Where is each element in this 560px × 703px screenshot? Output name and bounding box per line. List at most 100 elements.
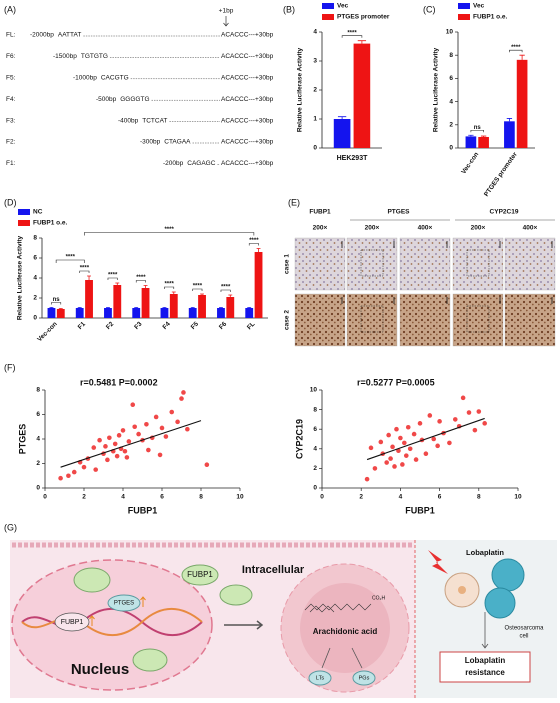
bar — [104, 308, 112, 318]
cell-core — [300, 583, 390, 673]
error-bar — [77, 307, 82, 308]
point — [398, 435, 403, 441]
y-tick-label: 4 — [36, 436, 40, 443]
bar — [56, 309, 65, 318]
magnification: 200× — [313, 225, 328, 232]
y-tick-label: 8 — [36, 387, 40, 394]
bar — [516, 59, 528, 149]
y-tick-label: 0 — [33, 315, 37, 322]
sig-bracket — [55, 259, 85, 263]
point — [126, 439, 132, 444]
up-arrow — [140, 596, 146, 607]
point — [435, 443, 440, 449]
point — [132, 424, 137, 430]
zoom-box — [360, 249, 384, 277]
error-bar — [519, 54, 525, 60]
error-bar — [219, 307, 223, 308]
sig-label: **** — [193, 284, 203, 290]
point — [124, 455, 130, 460]
arrow — [321, 647, 363, 669]
histology-image — [504, 293, 556, 347]
point — [400, 462, 405, 467]
point — [159, 425, 165, 431]
label: cell — [519, 634, 528, 640]
fragment-seq: CAGAGC — [187, 160, 215, 167]
error-bar — [143, 285, 148, 288]
platinum — [458, 586, 466, 594]
y-axis-label: Relative Luciferase Activity — [297, 47, 304, 132]
panel-label: (E) — [288, 197, 300, 207]
bar — [504, 121, 515, 148]
error-bar — [357, 40, 367, 44]
y-tick-label: 6 — [313, 426, 317, 433]
fubp1-bound — [54, 612, 90, 632]
x-tick-label: F2 — [105, 320, 116, 331]
label: LTs — [316, 675, 324, 681]
fragment-seq: AATTAT — [58, 32, 82, 39]
x-tick-label: 0 — [320, 494, 324, 501]
point — [364, 476, 370, 482]
point — [437, 419, 442, 424]
y-tick-label: 6 — [36, 411, 40, 418]
organelle — [219, 584, 253, 606]
fit-line — [60, 420, 202, 468]
point — [153, 414, 159, 420]
bar — [217, 308, 225, 318]
bar — [113, 285, 122, 318]
y-tick-label: 2 — [36, 460, 40, 467]
error-bar — [337, 116, 347, 119]
sig-label: **** — [164, 282, 174, 288]
fragment-start: -500bp — [96, 96, 117, 103]
sig-bracket — [135, 280, 146, 283]
magnification: 200× — [471, 225, 486, 232]
histology-image — [346, 293, 398, 347]
point — [105, 457, 110, 463]
label: Lobaplatin — [465, 656, 506, 665]
fragment-start: -300bp — [140, 139, 161, 146]
point — [179, 396, 184, 401]
bar — [141, 288, 150, 318]
legend-swatch — [18, 220, 30, 226]
legend-swatch — [458, 14, 470, 20]
legend-label: NC — [33, 209, 43, 216]
point — [460, 395, 466, 401]
error-bar — [106, 307, 110, 308]
sig-label: **** — [511, 45, 521, 51]
organelle — [132, 648, 168, 672]
panel-label: (A) — [4, 4, 16, 14]
lightning — [428, 550, 448, 574]
bar — [254, 252, 263, 318]
y-tick-label: 2 — [449, 122, 453, 129]
bar — [47, 308, 56, 318]
error-bar — [228, 294, 233, 297]
sig-bracket — [107, 277, 118, 280]
point — [122, 448, 128, 454]
error-bar — [134, 307, 139, 308]
y-tick-label: 2 — [33, 295, 37, 302]
arrow — [224, 620, 264, 630]
y-tick-label: 2 — [313, 87, 317, 94]
point — [103, 444, 108, 449]
up-arrow — [89, 615, 95, 626]
legend-label: Vec — [337, 3, 349, 10]
point — [185, 426, 190, 432]
sig-bracket — [192, 288, 203, 291]
bar — [85, 280, 93, 318]
x-tick-label: F1 — [77, 320, 88, 331]
x-tick-label: 2 — [82, 494, 86, 501]
label: Lobaplatin — [466, 548, 504, 557]
sig-label: **** — [347, 30, 357, 36]
fragment-name: F1: — [6, 160, 16, 167]
sig-label: **** — [108, 273, 118, 279]
sig-label: **** — [221, 285, 231, 291]
point — [390, 444, 395, 450]
panel-label: (D) — [4, 197, 17, 207]
fubp1-protein — [181, 564, 219, 586]
bar — [132, 308, 141, 318]
point — [466, 410, 472, 415]
fragment-seq: TCTCAT — [142, 117, 167, 124]
bar — [465, 136, 477, 148]
tumor-cell — [491, 558, 525, 592]
fragment-end: ACACCC---+30bp — [221, 53, 274, 60]
fragment-name: F6: — [6, 53, 16, 60]
